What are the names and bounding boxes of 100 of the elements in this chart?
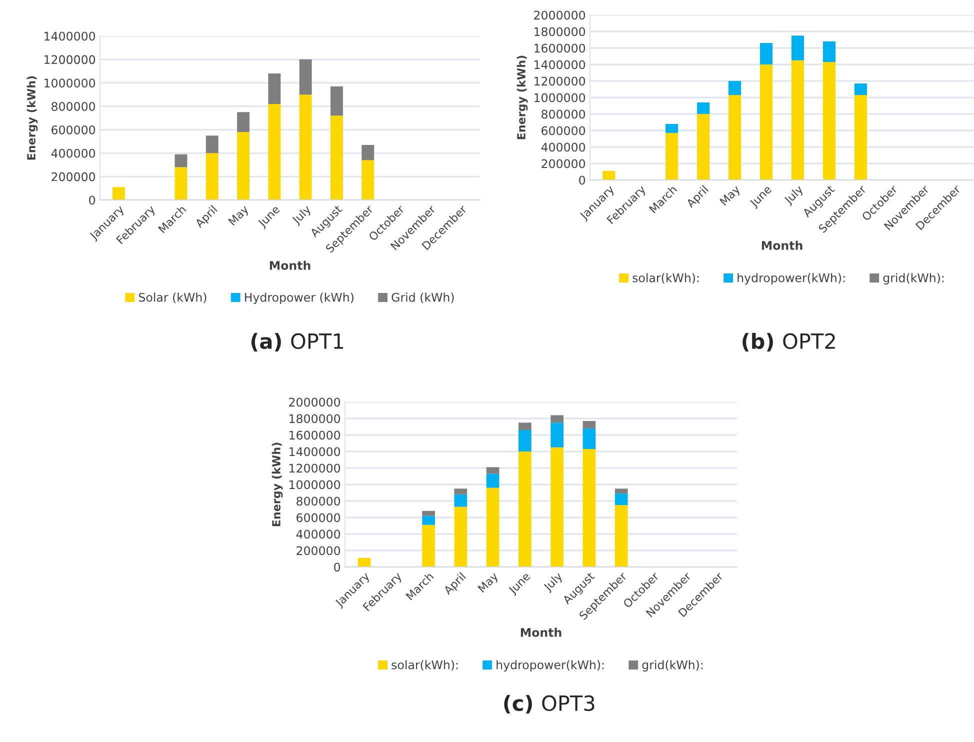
bar <box>330 86 343 116</box>
y-tick-label: 0 <box>89 196 96 205</box>
bar <box>486 474 500 488</box>
bar <box>791 36 804 60</box>
y-tick-label: 400000 <box>541 142 586 152</box>
y-tick-label: 800000 <box>52 102 96 111</box>
y-axis-title: Energy (kWh) <box>272 442 283 526</box>
y-tick-label: 1400000 <box>44 32 96 41</box>
bar <box>550 422 564 448</box>
bar <box>666 132 678 180</box>
legend-label: solar(kWh): <box>632 273 699 284</box>
y-tick-label: 600000 <box>542 126 586 136</box>
x-axis-title: Month <box>520 628 562 637</box>
bar <box>822 41 836 62</box>
bar <box>454 494 468 507</box>
x-axis-title: Month <box>762 240 802 250</box>
bar <box>614 505 628 567</box>
y-tick-label: 200000 <box>52 172 96 182</box>
y-tick-label: 800000 <box>542 110 586 119</box>
y-tick-label: 800000 <box>296 496 340 506</box>
y-tick-label: 1800000 <box>534 27 586 36</box>
legend-label: hydropower(kWh): <box>496 660 604 672</box>
legend-label: Hydropower (kWh) <box>245 292 354 304</box>
bar <box>582 428 596 450</box>
y-tick-label: 2000000 <box>289 398 340 407</box>
bar <box>299 94 312 200</box>
legend-label: solar(kWh): <box>392 660 458 671</box>
bar <box>422 516 435 525</box>
y-tick-label: 0 <box>579 176 586 185</box>
y-tick-label: 600000 <box>52 125 96 134</box>
legend-label: hydropower(kWh): <box>738 273 845 285</box>
bar <box>518 422 532 430</box>
bar <box>112 187 125 200</box>
bar <box>760 43 773 64</box>
y-tick-label: 1600000 <box>534 44 586 53</box>
legend-label: grid(kWh): <box>642 660 703 672</box>
text: (c) OPT3 <box>504 694 594 714</box>
y-tick-label: 1000000 <box>44 78 96 88</box>
y-tick-label: 600000 <box>296 513 340 522</box>
bar <box>454 488 468 494</box>
bar <box>760 64 773 180</box>
bar <box>268 73 281 104</box>
y-tick-label: 400000 <box>51 148 96 158</box>
text: (b) OPT2 <box>742 332 835 352</box>
y-tick-label: 1200000 <box>534 76 586 86</box>
y-tick-label: 2000000 <box>534 10 586 20</box>
y-tick-label: 200000 <box>296 546 340 556</box>
y-tick-label: 1600000 <box>290 430 340 440</box>
bar <box>454 506 468 567</box>
y-tick-label: 1200000 <box>44 55 96 64</box>
bar <box>174 154 188 168</box>
bar <box>854 95 867 180</box>
bar <box>614 494 628 506</box>
bar <box>174 167 188 200</box>
bar <box>268 104 281 200</box>
y-axis-title: Energy (kWh) <box>26 76 38 160</box>
bar <box>602 170 616 180</box>
bar <box>614 488 628 494</box>
bar <box>299 59 312 95</box>
bar <box>550 447 564 567</box>
y-tick-label: 400000 <box>296 530 340 539</box>
bar <box>791 60 804 180</box>
bar <box>728 95 742 180</box>
bar <box>358 558 371 567</box>
bar <box>854 83 867 96</box>
bar <box>582 420 596 428</box>
bar <box>486 488 500 567</box>
bar <box>237 112 250 132</box>
bar <box>822 62 836 180</box>
bar <box>518 430 532 452</box>
y-tick-label: 1400000 <box>534 60 586 70</box>
bar <box>422 524 435 567</box>
y-tick-label: 1400000 <box>290 447 340 456</box>
bar <box>518 452 532 567</box>
y-tick-label: 0 <box>334 562 340 572</box>
bar <box>582 449 596 567</box>
bar <box>237 132 250 200</box>
legend-label: Solar (kWh) <box>138 292 206 304</box>
y-tick-label: 1800000 <box>290 414 340 424</box>
bar <box>422 510 435 516</box>
y-tick-label: 1000000 <box>290 480 340 490</box>
bar <box>550 415 564 423</box>
y-tick-label: 1200000 <box>290 464 340 473</box>
text: (a) OPT1 <box>251 332 344 352</box>
bar <box>206 136 218 154</box>
bar <box>362 160 374 200</box>
bar <box>697 102 710 114</box>
legend-label: Grid (kWh) <box>392 292 454 304</box>
bar <box>206 153 218 200</box>
bar <box>362 144 374 160</box>
legend-label: grid(kWh): <box>883 273 944 285</box>
y-tick-label: 1000000 <box>534 93 586 102</box>
x-axis-title: Month <box>270 260 310 270</box>
bar <box>697 114 710 180</box>
bar <box>728 81 742 96</box>
bar <box>330 116 343 200</box>
y-axis-title: Energy (kWh) <box>516 56 528 140</box>
y-tick-label: 200000 <box>542 159 586 168</box>
bar <box>486 467 500 474</box>
bar <box>666 124 678 133</box>
